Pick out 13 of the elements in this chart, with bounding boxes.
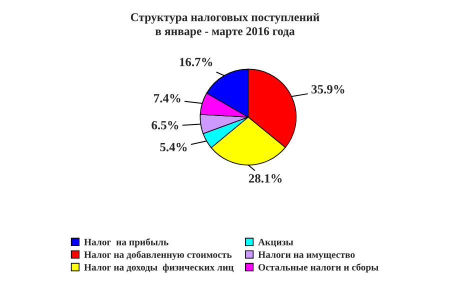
data-label: 28.1% bbox=[248, 174, 282, 183]
chart-title: Структура налоговых поступлений в январе - марте 2016 года bbox=[130, 12, 320, 38]
legend-label: Налог на добавленную стоимость bbox=[84, 250, 232, 260]
legend-label: Налоги на имущество bbox=[258, 251, 355, 260]
data-label: 35.9% bbox=[312, 85, 344, 94]
legend-label: Налог на прибыль bbox=[84, 238, 168, 248]
data-label: 5.4% bbox=[160, 142, 187, 152]
legend-label: Налог на доходы физических лиц bbox=[84, 264, 234, 273]
data-label: 6.5% bbox=[152, 120, 178, 130]
legend-label: Акцизы bbox=[258, 238, 294, 247]
data-label: 7.4% bbox=[154, 94, 180, 102]
legend-label: Остальные налоги и сборы bbox=[258, 263, 378, 273]
data-label: 16.7% bbox=[180, 58, 212, 66]
